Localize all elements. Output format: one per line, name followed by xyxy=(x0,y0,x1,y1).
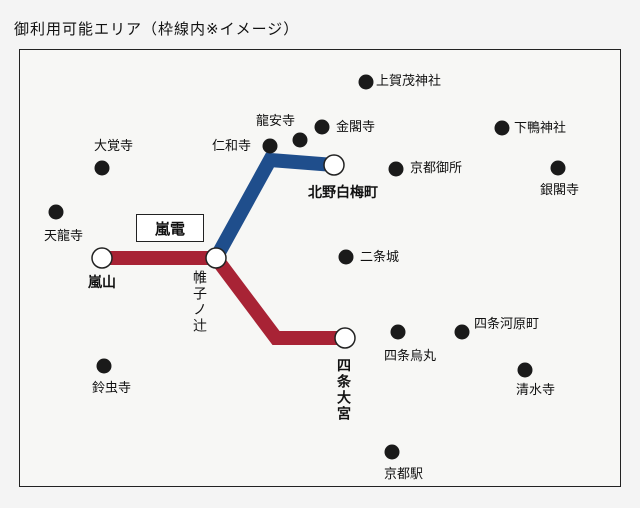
station-shijo-omiya-marker xyxy=(334,327,356,349)
landmark-shimogamo-dot xyxy=(494,120,510,136)
landmark-shijo-karasuma-label: 四条烏丸 xyxy=(384,349,437,364)
landmark-ryoanji-dot xyxy=(292,132,308,148)
station-katabiranotsuji-label: 帷子ノ辻 xyxy=(191,270,207,334)
station-katabiranotsuji-marker xyxy=(205,247,227,269)
landmark-kyoto-station-label: 京都駅 xyxy=(384,467,424,482)
area-map-frame xyxy=(19,49,621,487)
landmark-suzumushi-label: 鈴虫寺 xyxy=(92,381,132,396)
landmark-suzumushi-dot xyxy=(96,358,112,374)
landmark-gosho-label: 京都御所 xyxy=(410,161,463,176)
landmark-shijo-karasuma-dot xyxy=(390,324,406,340)
landmark-kinkakuji-label: 金閣寺 xyxy=(336,120,376,135)
landmark-kiyomizu-dot xyxy=(517,362,533,378)
landmark-daikakuji-label: 大覚寺 xyxy=(94,139,134,154)
landmark-ginkakuji-dot xyxy=(550,160,566,176)
landmark-shijo-kawaramachi-label: 四条河原町 xyxy=(474,317,540,332)
landmark-ryoanji-label: 龍安寺 xyxy=(256,114,296,129)
landmark-kamigamo-label: 上賀茂神社 xyxy=(376,74,442,89)
landmark-gosho-dot xyxy=(388,161,404,177)
landmark-kinkakuji-dot xyxy=(314,119,330,135)
landmark-nijojo-label: 二条城 xyxy=(360,250,400,265)
landmark-ninnaji-label: 仁和寺 xyxy=(212,139,252,154)
landmark-tenryuji-dot xyxy=(48,204,64,220)
line-name-box: 嵐電 xyxy=(136,214,204,242)
landmark-kiyomizu-label: 清水寺 xyxy=(516,383,556,398)
landmark-ninnaji-dot xyxy=(262,138,278,154)
landmark-kamigamo-dot xyxy=(358,74,374,90)
landmark-shijo-kawaramachi-dot xyxy=(454,324,470,340)
blue-line-route xyxy=(209,152,335,262)
station-arashiyama-label: 嵐山 xyxy=(88,275,116,291)
landmark-daikakuji-dot xyxy=(94,160,110,176)
landmark-nijojo-dot xyxy=(338,249,354,265)
page-title: 御利用可能エリア（枠線内※イメージ） xyxy=(14,20,300,38)
station-shijo-omiya-label: 四条大宮 xyxy=(335,358,351,422)
station-kitano-marker xyxy=(323,154,345,176)
landmark-kyoto-station-dot xyxy=(384,444,400,460)
landmark-tenryuji-label: 天龍寺 xyxy=(44,229,84,244)
station-arashiyama-marker xyxy=(91,247,113,269)
landmark-ginkakuji-label: 銀閣寺 xyxy=(540,183,580,198)
landmark-shimogamo-label: 下鴨神社 xyxy=(514,121,567,136)
station-kitano-label: 北野白梅町 xyxy=(308,185,378,201)
red-line-route xyxy=(102,251,345,345)
